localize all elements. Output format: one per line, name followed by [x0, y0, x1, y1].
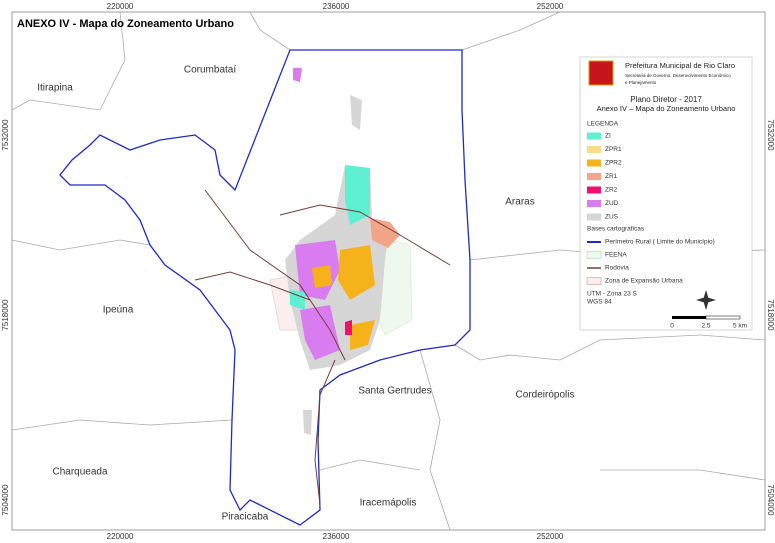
grid-label: 236000	[323, 532, 350, 541]
legend-label: ZR1	[605, 173, 618, 180]
zone-zud	[300, 305, 340, 360]
place-label: Santa Gertrudes	[358, 386, 431, 397]
municipal-boundary	[59, 49, 471, 526]
neighbor-boundaries	[11, 11, 766, 531]
grid-label: 252000	[537, 532, 564, 541]
projection: UTM - Zona 23 S	[587, 291, 638, 298]
legend-swatch	[587, 159, 601, 167]
scale-label: 0	[670, 323, 674, 330]
legend-label: Rodovia	[605, 265, 629, 272]
legend-box	[579, 56, 753, 331]
place-label: Araras	[505, 197, 534, 208]
map-title: ANEXO IV - Mapa do Zoneamento Urbano	[17, 18, 234, 30]
legend-label: FEENA	[605, 252, 627, 259]
zone-zpr2	[350, 320, 375, 350]
place-label: Iracemápolis	[360, 498, 417, 509]
legend-label: ZPR1	[605, 146, 622, 153]
grid-label: 7532000	[1, 119, 10, 151]
legend-symbol	[586, 251, 602, 259]
place-label: Corumbataí	[184, 65, 236, 76]
grid-label: 7518000	[1, 299, 10, 331]
legend-swatch	[587, 132, 601, 140]
bases-heading: Bases cartográficas	[587, 226, 645, 233]
legend: Prefeitura Municipal de Rio Claro Secret…	[579, 56, 753, 331]
zone-zr1	[370, 218, 400, 248]
legend-label: ZR2	[605, 187, 618, 194]
legend-symbol	[586, 277, 602, 285]
zone-zpr2	[338, 245, 375, 300]
grid-label: 252000	[537, 2, 564, 11]
scale-label: 5 km	[733, 323, 747, 330]
place-label: Ipeúna	[103, 305, 134, 316]
legend-label: ZI	[605, 133, 611, 140]
dept-name: e Planejamento	[625, 80, 657, 85]
zone-zr2	[345, 320, 352, 335]
scale-label: 2.5	[701, 323, 710, 330]
plan-title: Plano Diretor - 2017	[630, 95, 702, 104]
place-label: Itirapina	[37, 83, 73, 94]
zone-zpr2	[312, 265, 332, 288]
place-label: Charqueada	[52, 467, 107, 478]
legend-swatch	[587, 213, 601, 221]
grid-label: 236000	[323, 2, 350, 11]
legend-label: ZUS	[605, 214, 619, 221]
dept-name: Secretaria de Governo, Desenvolvimento E…	[625, 73, 731, 78]
legend-swatch	[587, 186, 601, 194]
legend-swatch	[587, 146, 601, 153]
legend-label: Zona de Expansão Urbana	[605, 278, 683, 285]
plan-subtitle: Anexo IV – Mapa do Zoneamento Urbano	[597, 104, 736, 113]
legend-swatch	[587, 200, 601, 207]
org-name: Prefeitura Municipal de Rio Claro	[625, 61, 735, 70]
legend-label: ZPR2	[605, 160, 622, 167]
scale-bar	[672, 316, 706, 319]
highways	[194, 189, 451, 506]
legend-label: ZUD	[605, 200, 619, 207]
zone-zus	[303, 410, 312, 435]
zone-zud	[293, 68, 302, 82]
legend-label: Perímetro Rural ( Limite do Município)	[605, 239, 715, 246]
scale-bar	[705, 315, 741, 320]
place-label: Cordeirópolis	[516, 390, 575, 401]
zone-zi	[290, 290, 305, 310]
grid-label: 220000	[107, 2, 134, 11]
grid-label: 7504000	[1, 484, 10, 516]
zone-zus	[350, 95, 362, 130]
legend-heading: LEGENDA	[587, 121, 619, 128]
city-emblem	[588, 60, 614, 86]
grid-label: 7532000	[766, 119, 775, 151]
north-arrow	[696, 290, 716, 310]
projection: WGS 84	[587, 299, 612, 306]
grid-label: 220000	[107, 532, 134, 541]
grid-label: 7504000	[766, 484, 775, 516]
legend-swatch	[587, 173, 601, 180]
place-label: Piracicaba	[222, 512, 269, 523]
grid-label: 7518000	[766, 299, 775, 331]
